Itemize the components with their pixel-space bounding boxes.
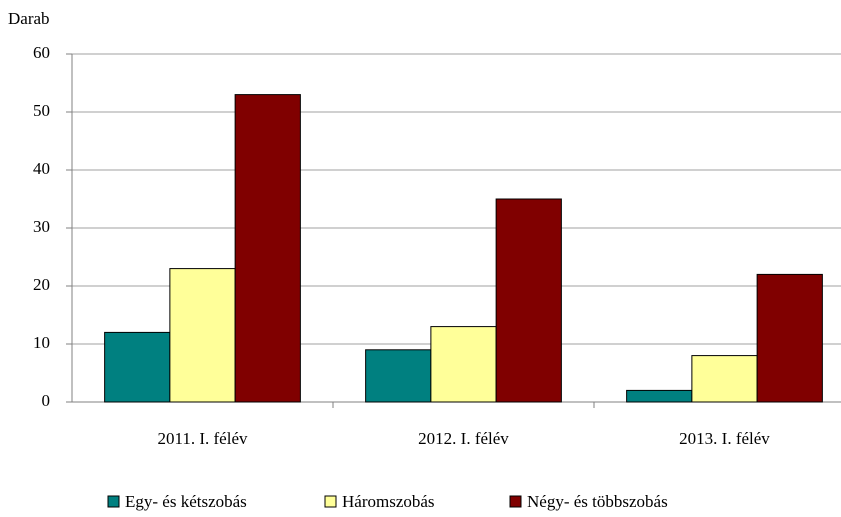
bar [691, 355, 758, 403]
x-tick-label: 2012. I. félév [418, 429, 509, 448]
y-tick-label: 10 [33, 333, 50, 352]
bar [169, 268, 236, 403]
legend-swatch [509, 495, 522, 508]
y-tick-label: 50 [33, 101, 50, 120]
legend-swatch [107, 495, 120, 508]
y-tick-label: 0 [42, 391, 51, 410]
bar [495, 198, 562, 403]
x-tick-label: 2013. I. félév [679, 429, 770, 448]
y-tick-label: 40 [33, 159, 50, 178]
legend-label: Háromszobás [342, 492, 435, 511]
y-tick-label: 20 [33, 275, 50, 294]
bar [430, 326, 497, 403]
bar [234, 94, 301, 403]
legend-swatch [324, 495, 337, 508]
legend-label: Egy- és kétszobás [125, 492, 247, 511]
bar [626, 389, 693, 403]
bar [756, 273, 823, 403]
legend-label: Négy- és többszobás [527, 492, 668, 511]
x-tick-label: 2011. I. félév [157, 429, 248, 448]
bar [365, 349, 432, 403]
bar [104, 331, 171, 403]
y-tick-label: 60 [33, 43, 50, 62]
y-tick-label: 30 [33, 217, 50, 236]
y-axis-label: Darab [8, 9, 50, 28]
